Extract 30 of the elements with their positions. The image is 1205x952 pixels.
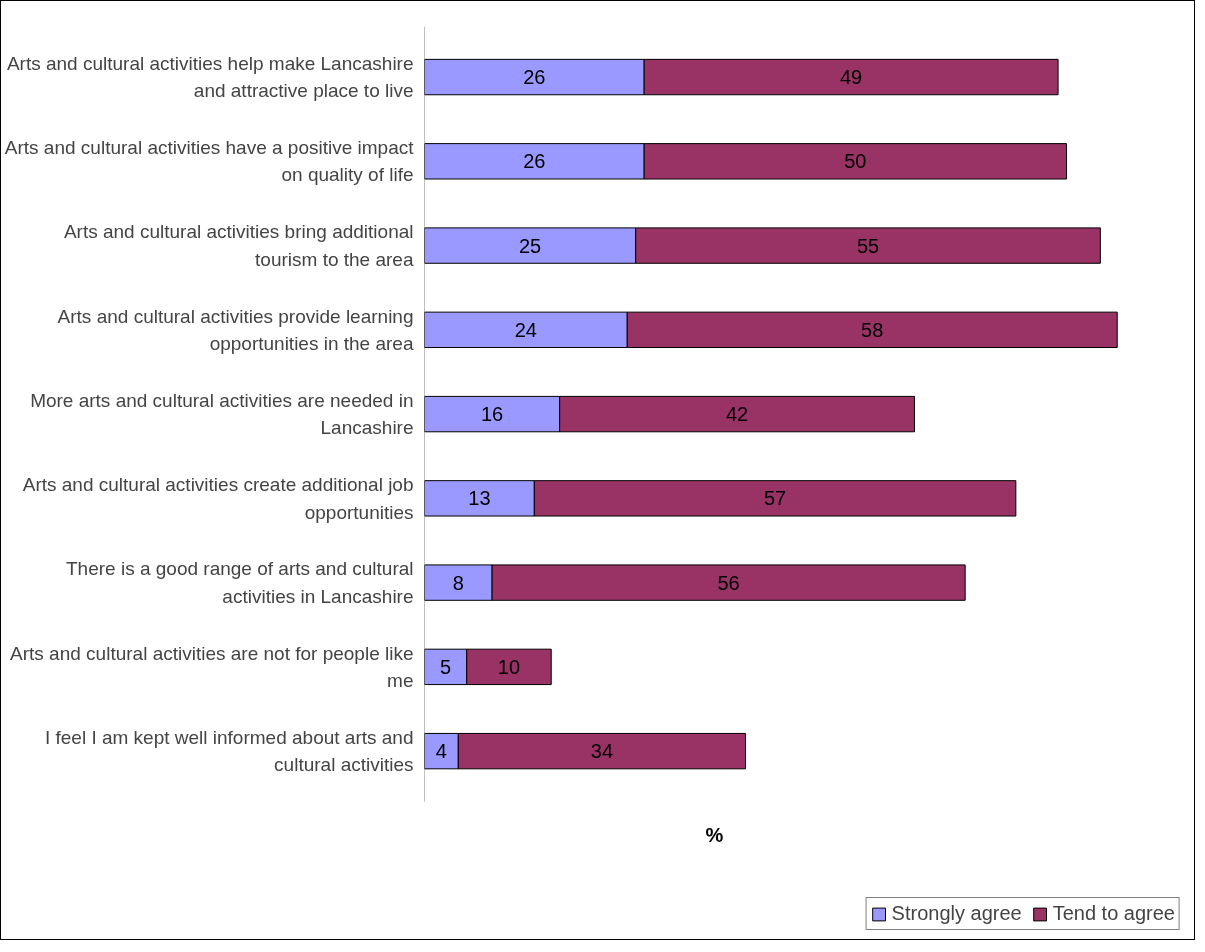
data-label: 26 <box>523 66 546 89</box>
y-tick-label: I feel I am kept well informed about arts and cultural activities <box>44 726 414 776</box>
legend-label: Strongly agree <box>891 902 1022 925</box>
data-label: 8 <box>452 571 464 594</box>
data-label: 13 <box>468 487 491 510</box>
data-label: 50 <box>844 150 867 173</box>
data-label: 4 <box>435 740 447 763</box>
legend-label: Tend to agree <box>1052 902 1175 925</box>
data-label: 25 <box>518 234 542 257</box>
y-tick-label: There is a good range of arts and cultural activities in Lancashire <box>66 558 414 607</box>
y-tick-label: Arts and cultural activities create additional job opportunities <box>22 474 414 523</box>
y-tick-label: Arts and cultural activities are not for people like me <box>10 642 414 692</box>
y-tick-label: Arts and cultural activities help make Lancashire and attractive place to live <box>6 52 414 102</box>
data-label: 49 <box>840 66 863 89</box>
data-label: 56 <box>717 571 740 594</box>
data-label: 10 <box>497 655 521 678</box>
y-tick-label: Arts and cultural activities provide learning opportunities in the area <box>57 305 414 354</box>
data-label: 24 <box>514 318 537 341</box>
data-label: 42 <box>725 403 749 426</box>
data-label: 5 <box>440 655 452 678</box>
data-label: 58 <box>861 318 884 341</box>
y-tick-label: Arts and cultural activities bring additional tourism to the area <box>63 221 414 270</box>
data-label: 16 <box>480 403 504 426</box>
y-tick-label: More arts and cultural activities are needed in Lancashire <box>30 389 414 439</box>
y-tick-label: Arts and cultural activities have a positive impact on quality of life <box>4 137 415 186</box>
data-label: 26 <box>523 150 546 173</box>
x-axis-title: % <box>705 824 724 847</box>
data-label: 57 <box>763 487 787 510</box>
data-label: 34 <box>590 740 614 763</box>
data-label: 55 <box>856 234 880 257</box>
